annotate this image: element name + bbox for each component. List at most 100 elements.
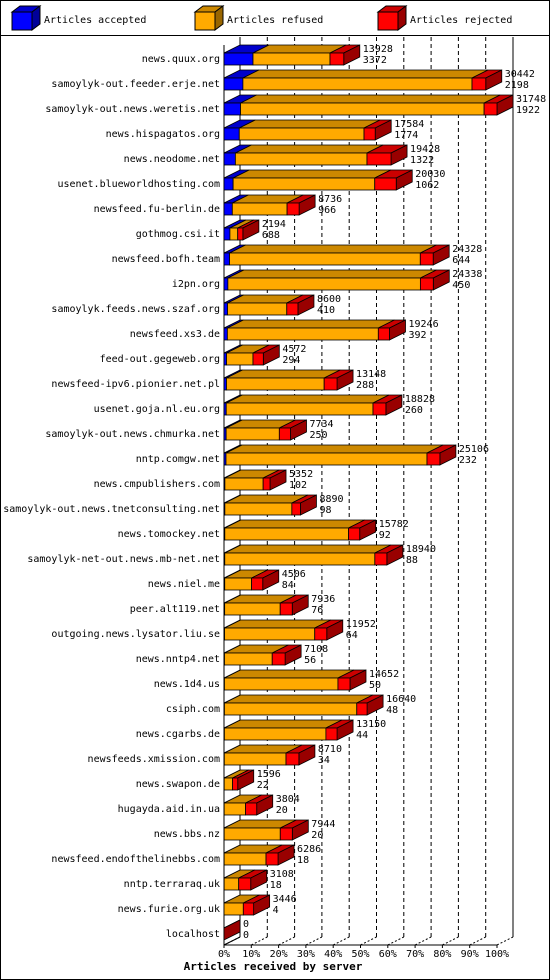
- bar-front: [223, 777, 233, 791]
- bar-side: [223, 919, 241, 941]
- bar-front: [227, 277, 421, 291]
- total-label: 3804: [276, 794, 300, 805]
- bar-stack: [223, 144, 408, 166]
- bar-front: [234, 152, 368, 166]
- bar: [224, 469, 280, 491]
- bar-front: [232, 177, 376, 191]
- bar: [226, 369, 341, 391]
- total-label: 24338: [452, 269, 482, 280]
- bar-stack: [223, 169, 413, 191]
- y-tick-label: news.hispagatos.org: [106, 129, 220, 140]
- value-label: 18: [270, 880, 282, 891]
- bar-front: [483, 102, 498, 116]
- bar-front: [224, 577, 252, 591]
- value-label: 48: [386, 705, 398, 716]
- total-label: 2194: [262, 219, 286, 230]
- value-label: 450: [452, 280, 470, 291]
- tick-depth: [278, 936, 295, 946]
- bar-top: [224, 719, 343, 729]
- total-label: 18940: [406, 544, 436, 555]
- bar: [337, 669, 367, 691]
- y-tick-label: newsfeed.xs3.de: [130, 329, 220, 340]
- y-tick-label: news.nntp4.net: [136, 654, 220, 665]
- tick-depth: [223, 936, 241, 946]
- total-label: 30442: [505, 69, 535, 80]
- bar: [291, 494, 317, 516]
- bar: [234, 144, 384, 166]
- bar-stack: [223, 594, 309, 616]
- legend-item: Articles rejected: [376, 5, 512, 31]
- bar-front: [242, 77, 473, 91]
- bar: [356, 694, 384, 716]
- value-label: 92: [379, 530, 391, 541]
- total-label: 4506: [282, 569, 306, 580]
- bar: [224, 669, 355, 691]
- value-label: 76: [311, 605, 323, 616]
- bar-front: [271, 652, 286, 666]
- total-label: 3446: [273, 894, 297, 905]
- bar-top: [224, 619, 331, 629]
- y-tick-label: samoylyk-net-out.news.mb-net.net: [27, 554, 220, 565]
- bar-front: [252, 52, 331, 66]
- bar-stack: [223, 569, 280, 591]
- bar-front: [225, 402, 374, 416]
- x-tick-label: 100%: [485, 949, 509, 960]
- bar: [238, 869, 268, 891]
- total-label: 8600: [317, 294, 341, 305]
- bar-front: [278, 427, 291, 441]
- bar-top: [224, 544, 392, 554]
- total-label: 19428: [410, 144, 440, 155]
- total-label: 8890: [319, 494, 343, 505]
- value-label: 410: [317, 305, 335, 316]
- bar-front: [223, 202, 233, 216]
- bar-front: [238, 877, 252, 891]
- tick-depth: [387, 936, 405, 946]
- bar: [231, 194, 304, 216]
- bar: [242, 894, 271, 916]
- bar-stack: [223, 769, 255, 791]
- bar: [426, 444, 457, 466]
- bar: [329, 44, 361, 66]
- bar-front: [223, 727, 327, 741]
- total-label: 7108: [304, 644, 328, 655]
- value-label: 44: [356, 730, 368, 741]
- bar-stack: [223, 694, 384, 716]
- x-tick-label: 10%: [242, 949, 260, 960]
- bar-top: [226, 369, 341, 379]
- bar: [225, 444, 444, 466]
- value-label: 22: [257, 780, 269, 791]
- bar-stack: [223, 444, 457, 466]
- bar-top: [239, 119, 381, 129]
- bar: [227, 269, 437, 291]
- total-label: 8736: [318, 194, 342, 205]
- bar: [227, 294, 303, 316]
- bar-stack: [223, 394, 403, 416]
- legend-swatch: [193, 5, 225, 31]
- bar-front: [226, 352, 254, 366]
- bar-stack: [223, 44, 361, 66]
- x-tick-label: 0%: [218, 949, 230, 960]
- bar: [224, 544, 392, 566]
- bar-front: [374, 552, 388, 566]
- total-label: 25106: [459, 444, 489, 455]
- total-label: 24328: [452, 244, 482, 255]
- bar-front: [225, 452, 428, 466]
- bar-front: [224, 502, 293, 516]
- bar-front: [223, 902, 244, 916]
- total-label: 7944: [311, 819, 335, 830]
- value-label: 966: [318, 205, 336, 216]
- bar-stack: [223, 744, 316, 766]
- bar-front: [279, 602, 293, 616]
- total-label: 11952: [346, 619, 376, 630]
- bar: [278, 419, 307, 441]
- bar-front: [223, 877, 240, 891]
- y-tick-label: news.niel.me: [148, 579, 220, 590]
- bar-stack: [223, 419, 307, 441]
- bar-front: [224, 677, 339, 691]
- bar-front: [223, 177, 234, 191]
- value-label: 1322: [410, 155, 434, 166]
- value-label: 1922: [516, 105, 540, 116]
- bar: [471, 69, 503, 91]
- bar: [223, 894, 260, 916]
- bar-front: [377, 327, 390, 341]
